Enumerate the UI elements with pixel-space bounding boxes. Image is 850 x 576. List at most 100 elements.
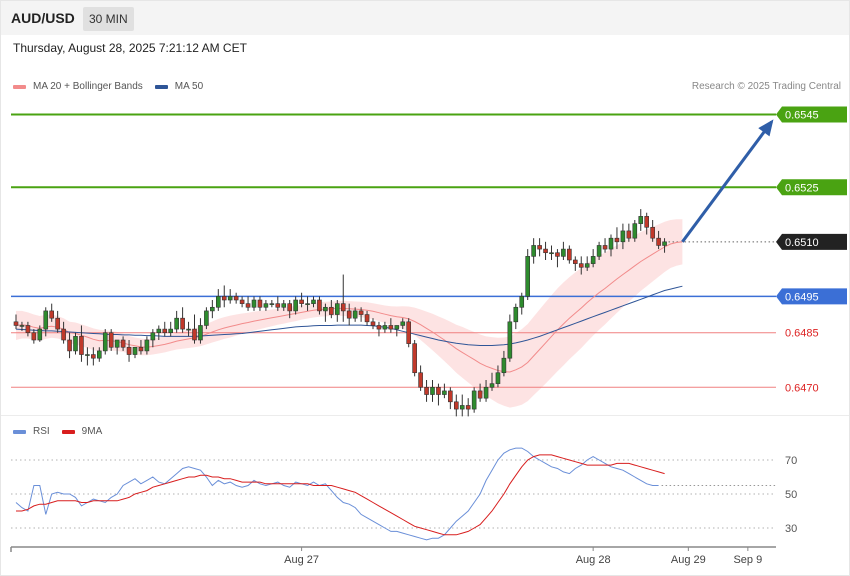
candle-43: [269, 300, 275, 308]
candle-57: [352, 307, 358, 322]
candle-55: [340, 274, 346, 322]
candle-body: [656, 237, 661, 246]
candle-8: [61, 321, 66, 344]
candle-body: [317, 299, 322, 312]
candle-54: [334, 300, 340, 322]
timeframe-badge[interactable]: 30 MIN: [83, 7, 134, 31]
candle-53: [329, 300, 334, 319]
candle-26: [168, 321, 173, 337]
candle-body: [31, 332, 37, 341]
candle-body: [632, 223, 638, 239]
candle-5: [43, 307, 49, 337]
candle-body: [453, 401, 459, 410]
candle-body: [61, 328, 66, 341]
candle-94: [572, 256, 578, 271]
legend-ma20-label: MA 20 + Bollinger Bands: [33, 81, 143, 92]
candle-body: [388, 325, 394, 330]
candle-body: [382, 325, 388, 330]
candle-body: [495, 372, 501, 384]
candle-92: [561, 241, 566, 260]
candle-body: [358, 310, 364, 315]
candle-body: [126, 346, 132, 355]
candle-body: [73, 336, 78, 352]
panel-divider: [1, 415, 849, 416]
candle-body: [578, 263, 584, 268]
candle-96: [584, 256, 590, 271]
candle-22: [144, 336, 150, 355]
level-label-0.6485: 0.6485: [785, 328, 819, 340]
legend-ma50-label: MA 50: [174, 81, 204, 92]
candle-body: [465, 405, 471, 410]
candle-87: [531, 238, 536, 264]
candle-body: [245, 303, 251, 308]
candle-1: [19, 321, 25, 331]
candle-body: [650, 226, 655, 239]
rsi-legend: RSI 9MA: [13, 426, 114, 437]
candle-64: [394, 325, 400, 337]
candle-90: [549, 245, 554, 260]
candle-body: [507, 321, 513, 359]
candle-body: [364, 314, 370, 323]
candle-60: [370, 318, 376, 330]
candle-2: [25, 321, 31, 337]
rsi-ma-line: [16, 454, 665, 536]
candle-73: [448, 387, 453, 410]
candle-body: [555, 252, 560, 257]
candle-34: [216, 289, 221, 311]
candle-9: [67, 332, 72, 359]
candle-body: [436, 386, 441, 395]
candle-45: [281, 300, 287, 311]
candle-body: [287, 303, 293, 312]
candle-body: [584, 263, 590, 268]
candle-body: [174, 317, 179, 330]
candle-82: [501, 350, 507, 377]
candle-15: [102, 329, 108, 355]
candle-37: [233, 292, 239, 304]
candle-body: [549, 252, 554, 255]
candle-38: [239, 296, 245, 308]
candle-65: [400, 318, 406, 330]
candle-68: [418, 365, 423, 391]
candle-body: [614, 237, 620, 243]
candle-4: [37, 325, 43, 342]
candle-body: [406, 321, 412, 344]
candle-body: [85, 354, 90, 356]
candle-body: [567, 248, 572, 261]
candle-25: [162, 321, 168, 337]
candle-0: [13, 314, 19, 330]
candle-3: [31, 329, 37, 344]
candle-91: [555, 249, 560, 268]
candle-67: [412, 340, 417, 377]
candle-body: [299, 299, 304, 304]
candle-74: [453, 394, 459, 417]
candle-85: [519, 292, 525, 315]
legend-rsi-label: RSI: [33, 426, 50, 437]
candle-70: [430, 380, 435, 402]
candle-6: [49, 303, 55, 322]
candle-body: [49, 310, 55, 319]
x-tick-label-2: Aug 29: [671, 554, 706, 566]
candle-body: [477, 390, 483, 399]
candle-19: [126, 340, 132, 362]
candle-7: [55, 310, 60, 333]
rsi-level-label-50: 50: [785, 489, 797, 501]
candle-body: [442, 390, 447, 395]
candle-body: [19, 325, 25, 327]
candle-84: [513, 303, 519, 330]
candle-29: [186, 321, 191, 337]
candle-body: [55, 317, 60, 330]
candle-16: [108, 329, 114, 351]
forecast-arrow-shaft: [681, 120, 773, 243]
rsi-line: [15, 447, 659, 541]
candle-body: [346, 310, 352, 319]
candle-102: [620, 223, 626, 250]
candle-body: [376, 325, 382, 330]
candle-81: [495, 365, 501, 388]
candle-body: [400, 321, 406, 326]
level-tag-0.6510: [776, 233, 847, 250]
level-label-0.6545: 0.6545: [785, 110, 819, 122]
candle-body: [233, 296, 239, 301]
candle-12: [85, 347, 90, 366]
research-credit: Research © 2025 Trading Central: [691, 81, 841, 92]
